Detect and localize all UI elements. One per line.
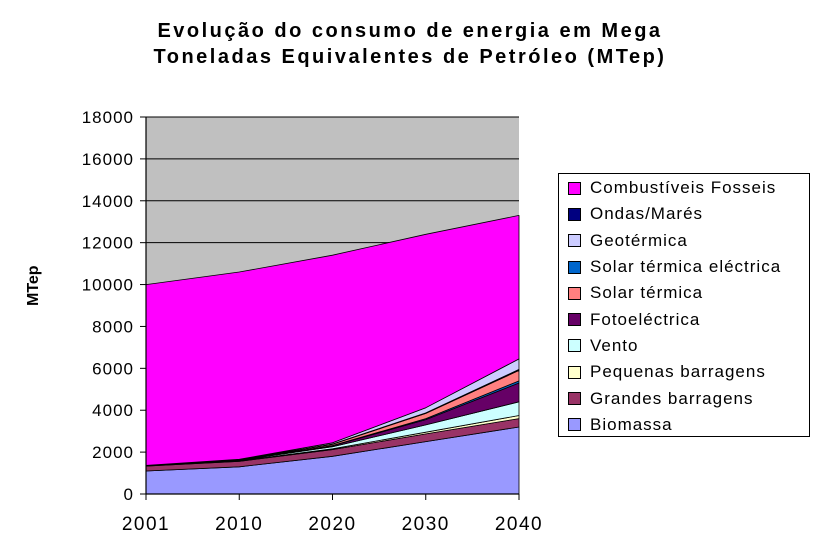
legend-swatch [568,418,581,432]
y-tick-label: 0 [124,485,134,504]
legend-item: Vento [559,333,809,359]
x-tick-label: 2030 [402,514,450,535]
y-tick-label: 2000 [92,443,134,462]
area-series-9 [145,215,520,466]
legend-swatch [568,313,581,327]
y-tick-label: 10000 [82,276,134,295]
chart-title-line-1: Evolução do consumo de energia em Mega [157,20,663,42]
legend-label: Pequenas barragens [590,362,766,382]
legend-label: Fotoeléctrica [590,309,701,329]
legend-item: Solar térmica [559,280,809,306]
x-tick-label: 2020 [308,514,356,535]
legend-swatch [568,286,581,300]
y-tick-label: 12000 [82,234,134,253]
legend-item: Solar térmica eléctrica [559,254,809,280]
legend-label: Geotérmica [590,230,688,250]
y-tick-label: 6000 [92,359,134,378]
legend-swatch [568,207,581,221]
y-axis-label: MTep [25,265,42,306]
legend: Combustíveis Fosseis Ondas/Marés Geotérmic… [558,173,810,437]
legend-item: Pequenas barragens [559,359,809,385]
legend-item: Fotoeléctrica [559,306,809,332]
legend-swatch [568,260,581,274]
chart-title: Evolução do consumo de energia em Mega T… [100,18,720,70]
legend-label: Vento [590,335,639,355]
x-tick-label: 2010 [215,514,263,535]
legend-label: Solar térmica [590,283,704,303]
legend-swatch [568,339,581,353]
legend-item: Ondas/Marés [559,201,809,227]
y-tick-label: 8000 [92,317,134,336]
legend-item: Grandes barragens [559,385,809,411]
x-tick-label: 2040 [495,514,543,535]
x-tick-label: 2001 [122,514,170,535]
legend-swatch [568,234,581,248]
legend-swatch [568,392,581,406]
legend-swatch [568,181,581,195]
legend-swatch [568,365,581,379]
y-tick-label: 16000 [82,150,134,169]
legend-label: Combustíveis Fosseis [590,178,777,198]
legend-item: Combustíveis Fosseis [559,175,809,201]
legend-item: Geotérmica [559,228,809,254]
y-tick-label: 4000 [92,401,134,420]
legend-label: Biomassa [590,414,673,434]
y-tick-label: 18000 [82,108,134,127]
legend-label: Ondas/Marés [590,204,704,224]
y-tick-label: 14000 [82,192,134,211]
legend-label: Solar térmica eléctrica [590,257,782,277]
legend-label: Grandes barragens [590,388,754,408]
legend-item: Biomassa [559,412,809,438]
chart-title-line-2: Toneladas Equivalentes de Petróleo (MTep… [153,46,667,68]
